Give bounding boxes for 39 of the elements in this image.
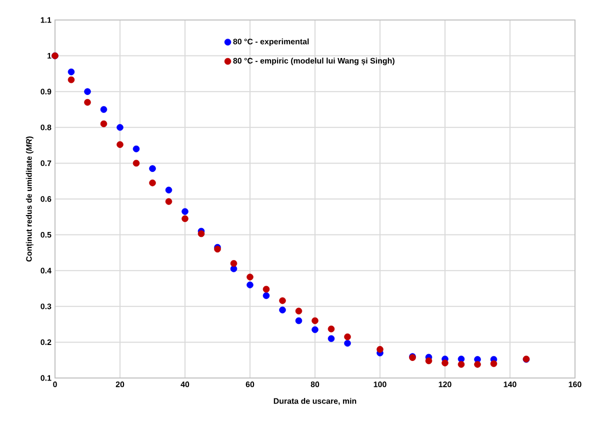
point — [344, 340, 351, 347]
point — [100, 106, 108, 113]
point — [246, 282, 254, 288]
point — [149, 180, 156, 186]
point — [442, 360, 448, 366]
point — [165, 198, 172, 205]
point — [84, 98, 91, 106]
point — [458, 356, 465, 362]
point — [328, 335, 335, 342]
point — [198, 230, 205, 238]
point — [132, 145, 140, 152]
point — [165, 186, 172, 194]
point — [458, 361, 465, 368]
point — [149, 165, 156, 172]
point — [84, 88, 91, 95]
point — [230, 260, 238, 267]
point — [474, 361, 481, 368]
point — [295, 308, 302, 314]
point — [246, 274, 254, 280]
point — [376, 346, 384, 353]
point — [279, 306, 286, 314]
point — [312, 317, 318, 324]
point — [182, 208, 188, 215]
point — [100, 120, 108, 128]
point — [262, 286, 270, 293]
point — [425, 357, 432, 364]
point — [262, 292, 270, 300]
point — [116, 141, 124, 148]
point — [295, 317, 302, 324]
point — [279, 297, 286, 304]
point — [182, 215, 188, 222]
point — [116, 124, 124, 131]
point — [312, 326, 318, 334]
point — [344, 333, 351, 340]
point — [328, 326, 335, 332]
point — [68, 76, 75, 84]
point — [490, 360, 498, 368]
point — [68, 68, 75, 76]
point — [132, 160, 140, 167]
